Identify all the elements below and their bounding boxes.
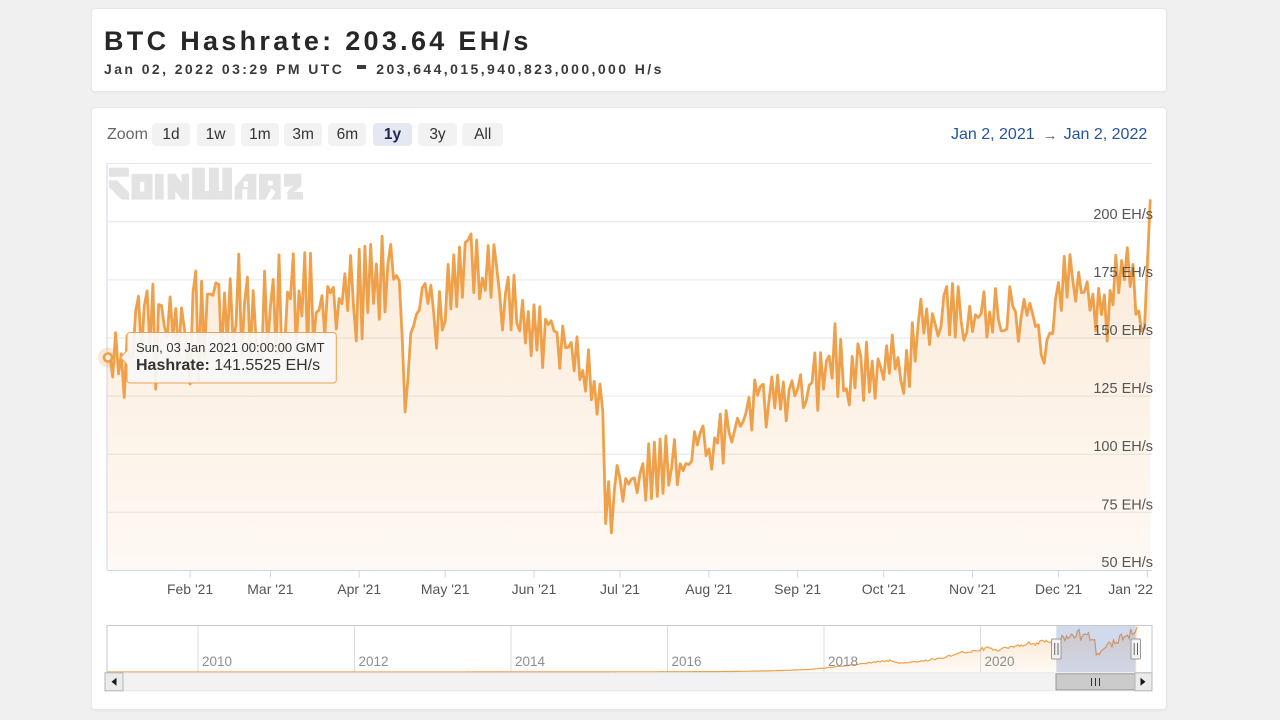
svg-text:Jan '22: Jan '22 [1108,581,1153,597]
svg-text:175 EH/s: 175 EH/s [1093,265,1153,281]
svg-text:2016: 2016 [672,654,702,669]
svg-text:150 EH/s: 150 EH/s [1093,323,1153,339]
svg-text:Apr '21: Apr '21 [337,581,381,597]
svg-text:200 EH/s: 200 EH/s [1093,207,1153,223]
svg-text:May '21: May '21 [421,581,470,597]
svg-text:Mar '21: Mar '21 [247,581,293,597]
svg-text:2012: 2012 [359,654,389,669]
svg-text:Sep '21: Sep '21 [774,581,821,597]
svg-text:Jun '21: Jun '21 [512,581,557,597]
svg-text:125 EH/s: 125 EH/s [1093,381,1153,397]
svg-text:2018: 2018 [828,654,858,669]
svg-text:Aug '21: Aug '21 [685,581,732,597]
svg-text:2010: 2010 [202,654,232,669]
svg-text:Oct '21: Oct '21 [862,581,906,597]
svg-text:Jul '21: Jul '21 [600,581,640,597]
svg-text:2020: 2020 [985,654,1015,669]
svg-text:50 EH/s: 50 EH/s [1101,555,1153,571]
svg-text:Dec '21: Dec '21 [1035,581,1082,597]
svg-text:Feb '21: Feb '21 [167,581,213,597]
svg-text:100 EH/s: 100 EH/s [1093,439,1153,455]
svg-text:75 EH/s: 75 EH/s [1101,497,1153,513]
svg-text:2014: 2014 [515,654,546,669]
svg-text:Nov '21: Nov '21 [949,581,996,597]
